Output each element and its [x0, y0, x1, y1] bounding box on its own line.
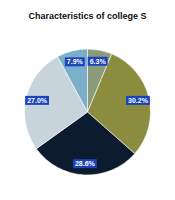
svg-text:30.2%: 30.2%	[128, 97, 149, 104]
svg-text:7.9%: 7.9%	[67, 58, 84, 65]
svg-text:28.6%: 28.6%	[75, 160, 96, 167]
svg-text:6.3%: 6.3%	[90, 58, 107, 65]
svg-text:Characteristics of college S: Characteristics of college S	[28, 11, 146, 21]
svg-text:27.0%: 27.0%	[27, 97, 48, 104]
